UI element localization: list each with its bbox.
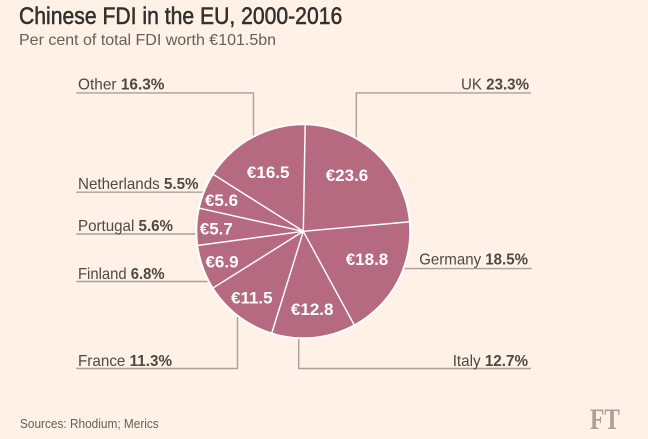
svg-text:Other 16.3%: Other 16.3% (78, 77, 165, 94)
svg-text:€5.6: €5.6 (205, 191, 238, 210)
svg-text:Italy 12.7%: Italy 12.7% (453, 353, 528, 370)
svg-text:UK 23.3%: UK 23.3% (461, 77, 529, 94)
svg-text:€5.7: €5.7 (200, 220, 233, 239)
svg-text:Finland 6.8%: Finland 6.8% (78, 266, 165, 283)
svg-text:France 11.3%: France 11.3% (78, 353, 172, 370)
svg-text:€11.5: €11.5 (231, 289, 273, 308)
svg-text:Portugal 5.6%: Portugal 5.6% (78, 218, 173, 235)
svg-text:€23.6: €23.6 (326, 166, 369, 185)
svg-text:€18.8: €18.8 (346, 250, 389, 269)
svg-text:Germany 18.5%: Germany 18.5% (419, 252, 528, 269)
svg-text:€12.8: €12.8 (291, 300, 334, 319)
svg-text:Netherlands 5.5%: Netherlands 5.5% (78, 176, 198, 193)
svg-text:€16.5: €16.5 (247, 163, 290, 182)
svg-text:€6.9: €6.9 (205, 253, 238, 272)
